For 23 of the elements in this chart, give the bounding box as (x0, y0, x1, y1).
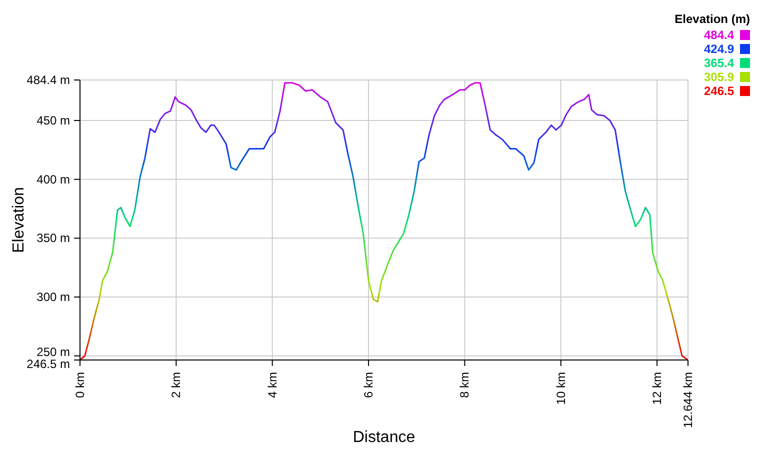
color-bar-label: 365.4 (704, 56, 734, 70)
y-axis-title: Elevation (10, 187, 28, 253)
x-axis-title: Distance (352, 429, 416, 446)
color-bar-label: 246.5 (704, 84, 734, 98)
x-tick-label: 12 km (650, 372, 664, 405)
y-tick-label: 450 m (36, 113, 70, 128)
x-tick-label: 12.644 km (681, 372, 695, 428)
x-tick-label: 0 km (73, 372, 87, 398)
color-bar-label: 305.9 (704, 70, 734, 84)
x-tick-label: 2 km (169, 372, 184, 398)
y-tick-label: 250 m (36, 344, 70, 359)
y-tick-label: 400 m (36, 172, 70, 186)
color-bar-label: 424.9 (704, 42, 734, 56)
x-tick-label: 8 km (458, 372, 472, 398)
x-tick-label: 4 km (265, 372, 280, 398)
color-bar-title: Elevation (m) (674, 12, 750, 26)
x-tick-label: 6 km (362, 372, 376, 398)
color-bar-label: 484.4 (704, 28, 734, 42)
y-tick-label: 300 m (36, 290, 70, 304)
y-tick-label: 350 m (36, 231, 70, 246)
x-tick-label: 10 km (554, 372, 568, 405)
y-tick-label: 484.4 m (26, 73, 70, 87)
y-tick-label: 246.5 m (26, 356, 70, 371)
